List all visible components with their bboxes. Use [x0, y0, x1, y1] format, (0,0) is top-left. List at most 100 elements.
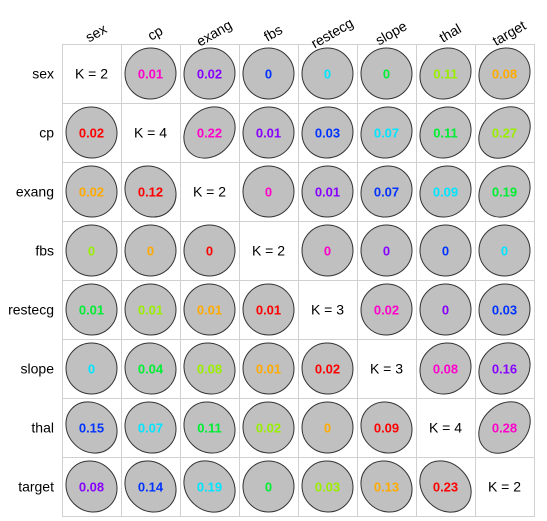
association-ellipse [478, 283, 531, 336]
cell-value: 0.19 [197, 480, 222, 495]
cell-value: 0.03 [315, 480, 340, 495]
column-label-fbs: fbs [261, 21, 285, 44]
cell-value: 0 [88, 362, 95, 377]
cell-value: 0.01 [315, 185, 340, 200]
association-ellipse [183, 106, 236, 159]
association-ellipse [183, 401, 236, 454]
cell-value: 0 [265, 67, 272, 82]
cell-value: 0.02 [197, 67, 222, 82]
association-ellipse [360, 224, 413, 277]
association-ellipse [183, 224, 236, 277]
diagonal-label: K = 3 [311, 302, 344, 318]
association-ellipse [65, 165, 118, 218]
cell-value: 0 [501, 244, 508, 259]
diagonal-label: K = 4 [134, 125, 167, 141]
association-ellipse [419, 106, 472, 159]
association-ellipse [242, 460, 295, 513]
association-ellipse [65, 401, 118, 454]
association-ellipse [124, 165, 177, 218]
cell-value: 0.28 [492, 421, 517, 436]
diagonal-label: K = 2 [488, 479, 521, 495]
association-ellipse [65, 283, 118, 336]
cell-value: 0.11 [197, 421, 222, 436]
association-ellipse [242, 165, 295, 218]
association-ellipse [360, 106, 413, 159]
row-label-slope: slope [21, 361, 55, 377]
cell-value: 0 [442, 244, 449, 259]
row-label-fbs: fbs [35, 243, 54, 259]
diagonal-label: K = 4 [429, 420, 462, 436]
cell-value: 0 [206, 244, 213, 259]
cell-value: 0.03 [315, 126, 340, 141]
association-ellipse [301, 224, 354, 277]
cell-value: 0.27 [492, 126, 517, 141]
cell-value: 0.11 [433, 126, 458, 141]
association-ellipse [124, 460, 177, 513]
association-ellipse [65, 460, 118, 513]
cell-value: 0.22 [197, 126, 222, 141]
association-ellipse [360, 47, 413, 100]
association-ellipse [419, 283, 472, 336]
cell-value: 0.02 [79, 126, 104, 141]
row-label-exang: exang [16, 184, 54, 200]
cell-value: 0 [265, 480, 272, 495]
column-label-target: target [489, 17, 528, 49]
cell-value: 0.07 [374, 185, 399, 200]
cell-value: 0.14 [138, 480, 164, 495]
cell-value: 0 [265, 185, 272, 200]
association-ellipse [183, 283, 236, 336]
association-ellipse [65, 342, 118, 395]
cell-value: 0.16 [492, 362, 517, 377]
cell-value: 0.08 [433, 362, 458, 377]
diagonal-label: K = 3 [370, 361, 403, 377]
association-ellipse [301, 342, 354, 395]
association-ellipse [242, 106, 295, 159]
cell-value: 0.02 [374, 303, 399, 318]
column-label-thal: thal [436, 20, 464, 45]
row-label-restecg: restecg [8, 302, 54, 318]
cell-value: 0.02 [315, 362, 340, 377]
association-ellipse [419, 460, 472, 513]
association-ellipse [301, 47, 354, 100]
cell-value: 0.13 [374, 480, 399, 495]
association-ellipse [124, 224, 177, 277]
cell-value: 0 [324, 421, 331, 436]
cell-value: 0.23 [433, 480, 458, 495]
association-ellipse [478, 165, 531, 218]
row-label-sex: sex [32, 66, 54, 82]
association-ellipse [242, 283, 295, 336]
association-ellipse [183, 342, 236, 395]
cell-value: 0 [324, 67, 331, 82]
association-ellipse [360, 460, 413, 513]
column-label-restecg: restecg [308, 14, 356, 51]
cell-value: 0.07 [138, 421, 163, 436]
cell-value: 0 [147, 244, 154, 259]
cell-value: 0 [442, 303, 449, 318]
association-ellipse [124, 401, 177, 454]
cell-value: 0.02 [256, 421, 281, 436]
association-ellipse [301, 106, 354, 159]
cell-value: 0.01 [197, 303, 222, 318]
association-ellipse [124, 283, 177, 336]
association-ellipse [301, 165, 354, 218]
association-ellipse [242, 342, 295, 395]
association-ellipse [65, 224, 118, 277]
association-ellipse [183, 460, 236, 513]
association-ellipse [478, 106, 531, 159]
association-ellipse [301, 460, 354, 513]
cell-value: 0.04 [138, 362, 164, 377]
cell-value: 0.09 [433, 185, 458, 200]
association-ellipse [360, 165, 413, 218]
association-ellipse [478, 224, 531, 277]
cell-value: 0.01 [256, 126, 281, 141]
association-ellipse [419, 342, 472, 395]
cell-value: 0.08 [492, 67, 517, 82]
association-ellipse [124, 342, 177, 395]
cell-value: 0 [324, 244, 331, 259]
association-ellipse [183, 47, 236, 100]
cell-value: 0.15 [79, 421, 104, 436]
cell-value: 0.07 [374, 126, 399, 141]
cell-value: 0.01 [256, 362, 281, 377]
association-ellipse [478, 342, 531, 395]
